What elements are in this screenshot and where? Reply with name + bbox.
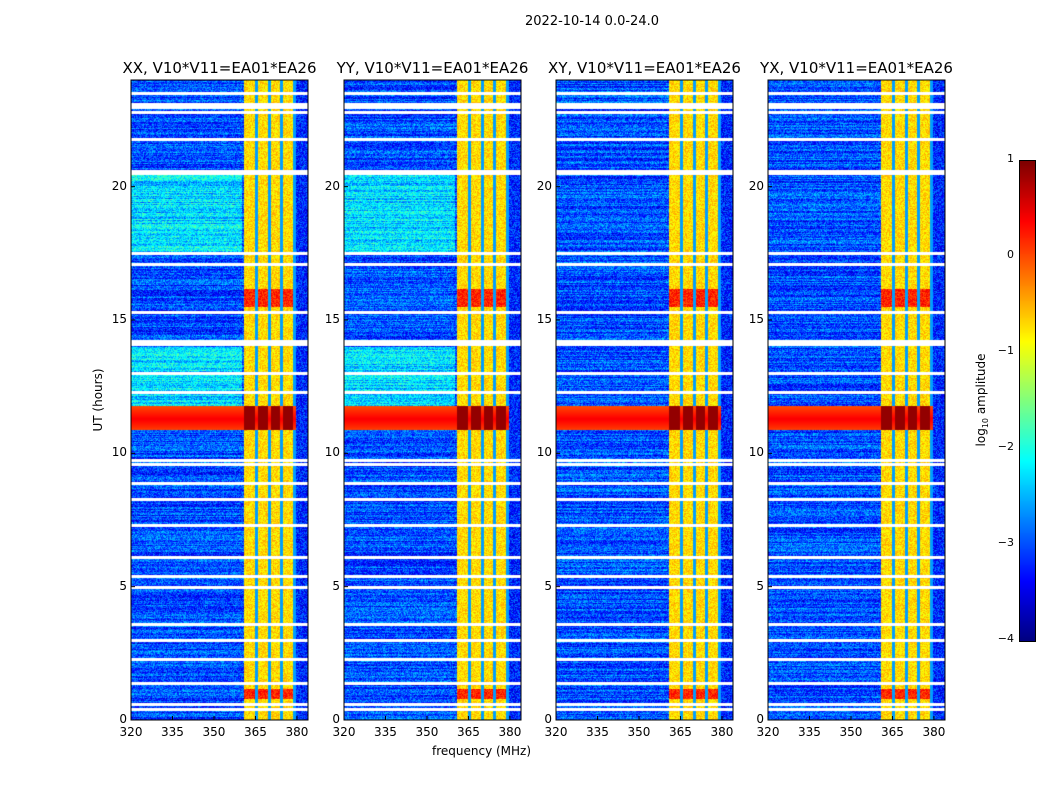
x-tick-label: 365: [244, 725, 267, 739]
axes-frame: [343, 79, 522, 721]
y-tick-label: 5: [544, 578, 552, 593]
heatmap-panel: [344, 80, 521, 720]
y-tick-label: 5: [756, 578, 764, 593]
y-tick-label: 0: [119, 712, 127, 726]
colorbar: [1019, 160, 1036, 642]
y-tick-label: 0: [544, 712, 552, 726]
x-tick-label: 335: [161, 725, 184, 739]
y-tick-label: 5: [119, 578, 127, 593]
axes-frame: [130, 79, 309, 721]
y-tick-label: 10: [748, 445, 764, 460]
y-tick-label: 20: [536, 178, 552, 193]
x-tick-label: 320: [544, 725, 568, 739]
x-tick-label: 350: [839, 725, 863, 739]
y-tick-label: 15: [748, 312, 764, 326]
x-tick-label: 350: [202, 725, 226, 739]
x-tick-label: 365: [881, 725, 904, 739]
x-tick-label: 320: [119, 725, 143, 739]
x-tick-label: 380: [285, 725, 309, 739]
x-tick-label: 350: [415, 725, 439, 739]
y-tick-label: 20: [111, 178, 127, 193]
x-tick-label: 380: [498, 725, 522, 739]
x-tick-label: 320: [756, 725, 780, 739]
x-tick-label: 335: [798, 725, 821, 739]
y-tick-label: 10: [111, 445, 127, 460]
heatmap-panel: [768, 80, 945, 720]
panel-title: YY, V10*V11=EA01*EA26: [336, 59, 529, 77]
colorbar-tick-label: −4: [997, 632, 1014, 645]
y-tick-label: 5: [332, 578, 340, 593]
y-tick-label: 20: [748, 178, 764, 193]
colorbar-tick-label: −2: [997, 440, 1014, 453]
y-tick-label: 10: [324, 445, 340, 460]
panel-title: XX, V10*V11=EA01*EA26: [122, 59, 317, 77]
y-tick-label: 15: [111, 312, 127, 326]
axes-frame: [767, 79, 946, 721]
colorbar-tick-label: −1: [997, 344, 1014, 357]
x-tick-label: 365: [457, 725, 480, 739]
x-axis-label: frequency (MHz): [432, 744, 532, 758]
y-tick-label: 15: [324, 312, 340, 326]
y-tick-label: 20: [324, 178, 340, 193]
colorbar-tick-label: 0: [1007, 248, 1014, 261]
x-tick-label: 380: [710, 725, 734, 739]
x-tick-label: 350: [627, 725, 651, 739]
x-tick-label: 365: [669, 725, 692, 739]
figure-title: 2022-10-14 0.0-24.0: [525, 14, 659, 29]
x-tick-label: 380: [922, 725, 946, 739]
y-tick-label: 0: [332, 712, 340, 726]
x-tick-label: 320: [332, 725, 356, 739]
heatmap-panel: [556, 80, 733, 720]
x-tick-label: 335: [374, 725, 397, 739]
panel-title: YX, V10*V11=EA01*EA26: [760, 59, 953, 77]
y-tick-label: 0: [756, 712, 764, 726]
heatmap-panel: [131, 80, 308, 720]
axes-frame: [555, 79, 734, 721]
colorbar-tick-label: 1: [1007, 152, 1014, 165]
y-tick-label: 15: [536, 312, 552, 326]
x-tick-label: 335: [586, 725, 609, 739]
y-tick-label: 10: [536, 445, 552, 460]
panel-title: XY, V10*V11=EA01*EA26: [548, 59, 741, 77]
colorbar-tick-label: −3: [997, 536, 1014, 549]
